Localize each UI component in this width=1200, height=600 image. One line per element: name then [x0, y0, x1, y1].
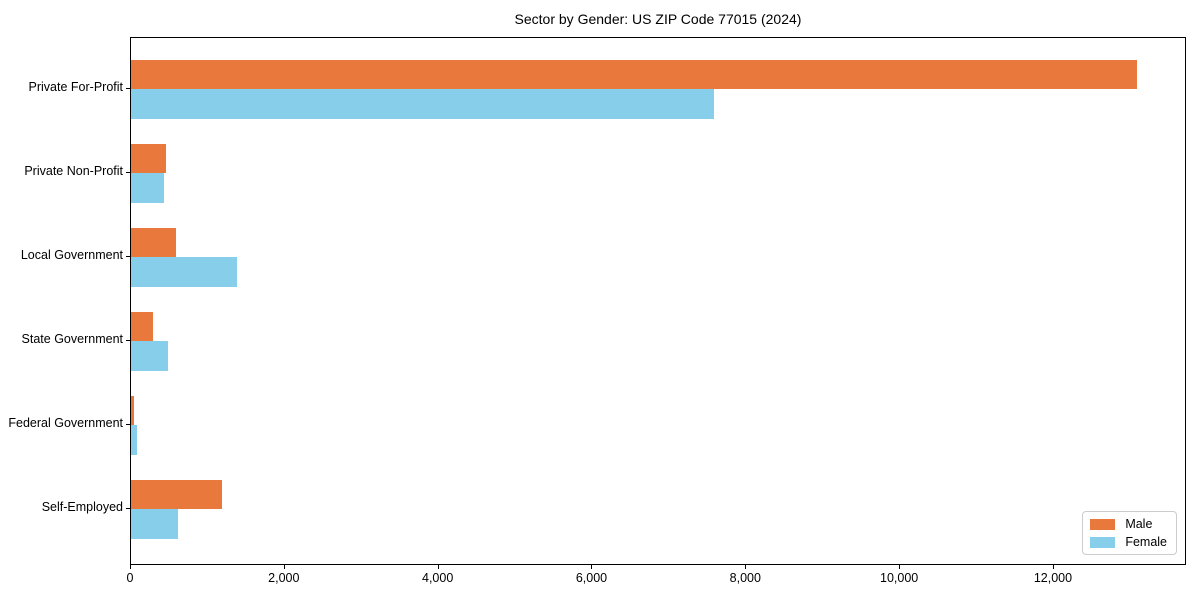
chart-title: Sector by Gender: US ZIP Code 77015 (202…	[514, 11, 802, 27]
bar-male-3	[131, 227, 176, 257]
bar-male-4	[131, 311, 154, 341]
y-axis-category-label: Self-Employed	[41, 500, 123, 514]
bar-female-2	[131, 173, 165, 203]
legend-swatch-male	[1090, 518, 1116, 530]
y-axis-category-label: Private For-Profit	[28, 80, 123, 94]
y-tick	[126, 88, 130, 89]
y-tick	[126, 172, 130, 173]
x-tick	[591, 565, 593, 569]
bar-male-1	[131, 59, 1137, 89]
x-tick	[745, 565, 747, 569]
legend-label: Female	[1125, 535, 1167, 549]
y-tick	[126, 340, 130, 341]
y-tick	[126, 424, 130, 425]
x-axis-tick-label: 2,000	[268, 571, 300, 585]
x-axis-tick-label: 4,000	[422, 571, 454, 585]
x-axis-tick-label: 0	[126, 571, 134, 585]
y-axis-category-label: Federal Government	[8, 416, 123, 430]
x-axis-tick-label: 8,000	[729, 571, 761, 585]
y-tick	[126, 256, 130, 257]
bar-female-6	[131, 509, 179, 539]
x-axis-tick-label: 10,000	[879, 571, 919, 585]
bar-female-4	[131, 341, 169, 371]
y-axis-category-label: Private Non-Profit	[24, 164, 123, 178]
bar-female-5	[131, 425, 138, 455]
bar-male-6	[131, 479, 223, 509]
y-axis-category-label: State Government	[21, 332, 123, 346]
legend-swatch-female	[1090, 536, 1116, 548]
bar-male-2	[131, 143, 166, 173]
x-tick	[899, 565, 901, 569]
legend-item-male: Male	[1090, 517, 1167, 531]
bar-female-1	[131, 89, 714, 119]
x-tick	[283, 565, 285, 569]
y-axis-category-label: Local Government	[20, 248, 123, 262]
x-tick	[130, 565, 131, 569]
legend-label: Male	[1125, 517, 1153, 531]
y-tick	[126, 508, 130, 509]
legend: Male Female	[1082, 511, 1177, 555]
x-axis-tick-label: 6,000	[575, 571, 608, 585]
legend-item-female: Female	[1090, 535, 1167, 549]
bar-female-3	[131, 257, 238, 287]
x-tick	[437, 565, 439, 569]
x-axis-tick-label: 12,000	[1033, 571, 1073, 585]
plot-area: Male Female	[130, 37, 1186, 565]
x-tick	[1052, 565, 1054, 569]
bar-male-5	[131, 395, 135, 425]
